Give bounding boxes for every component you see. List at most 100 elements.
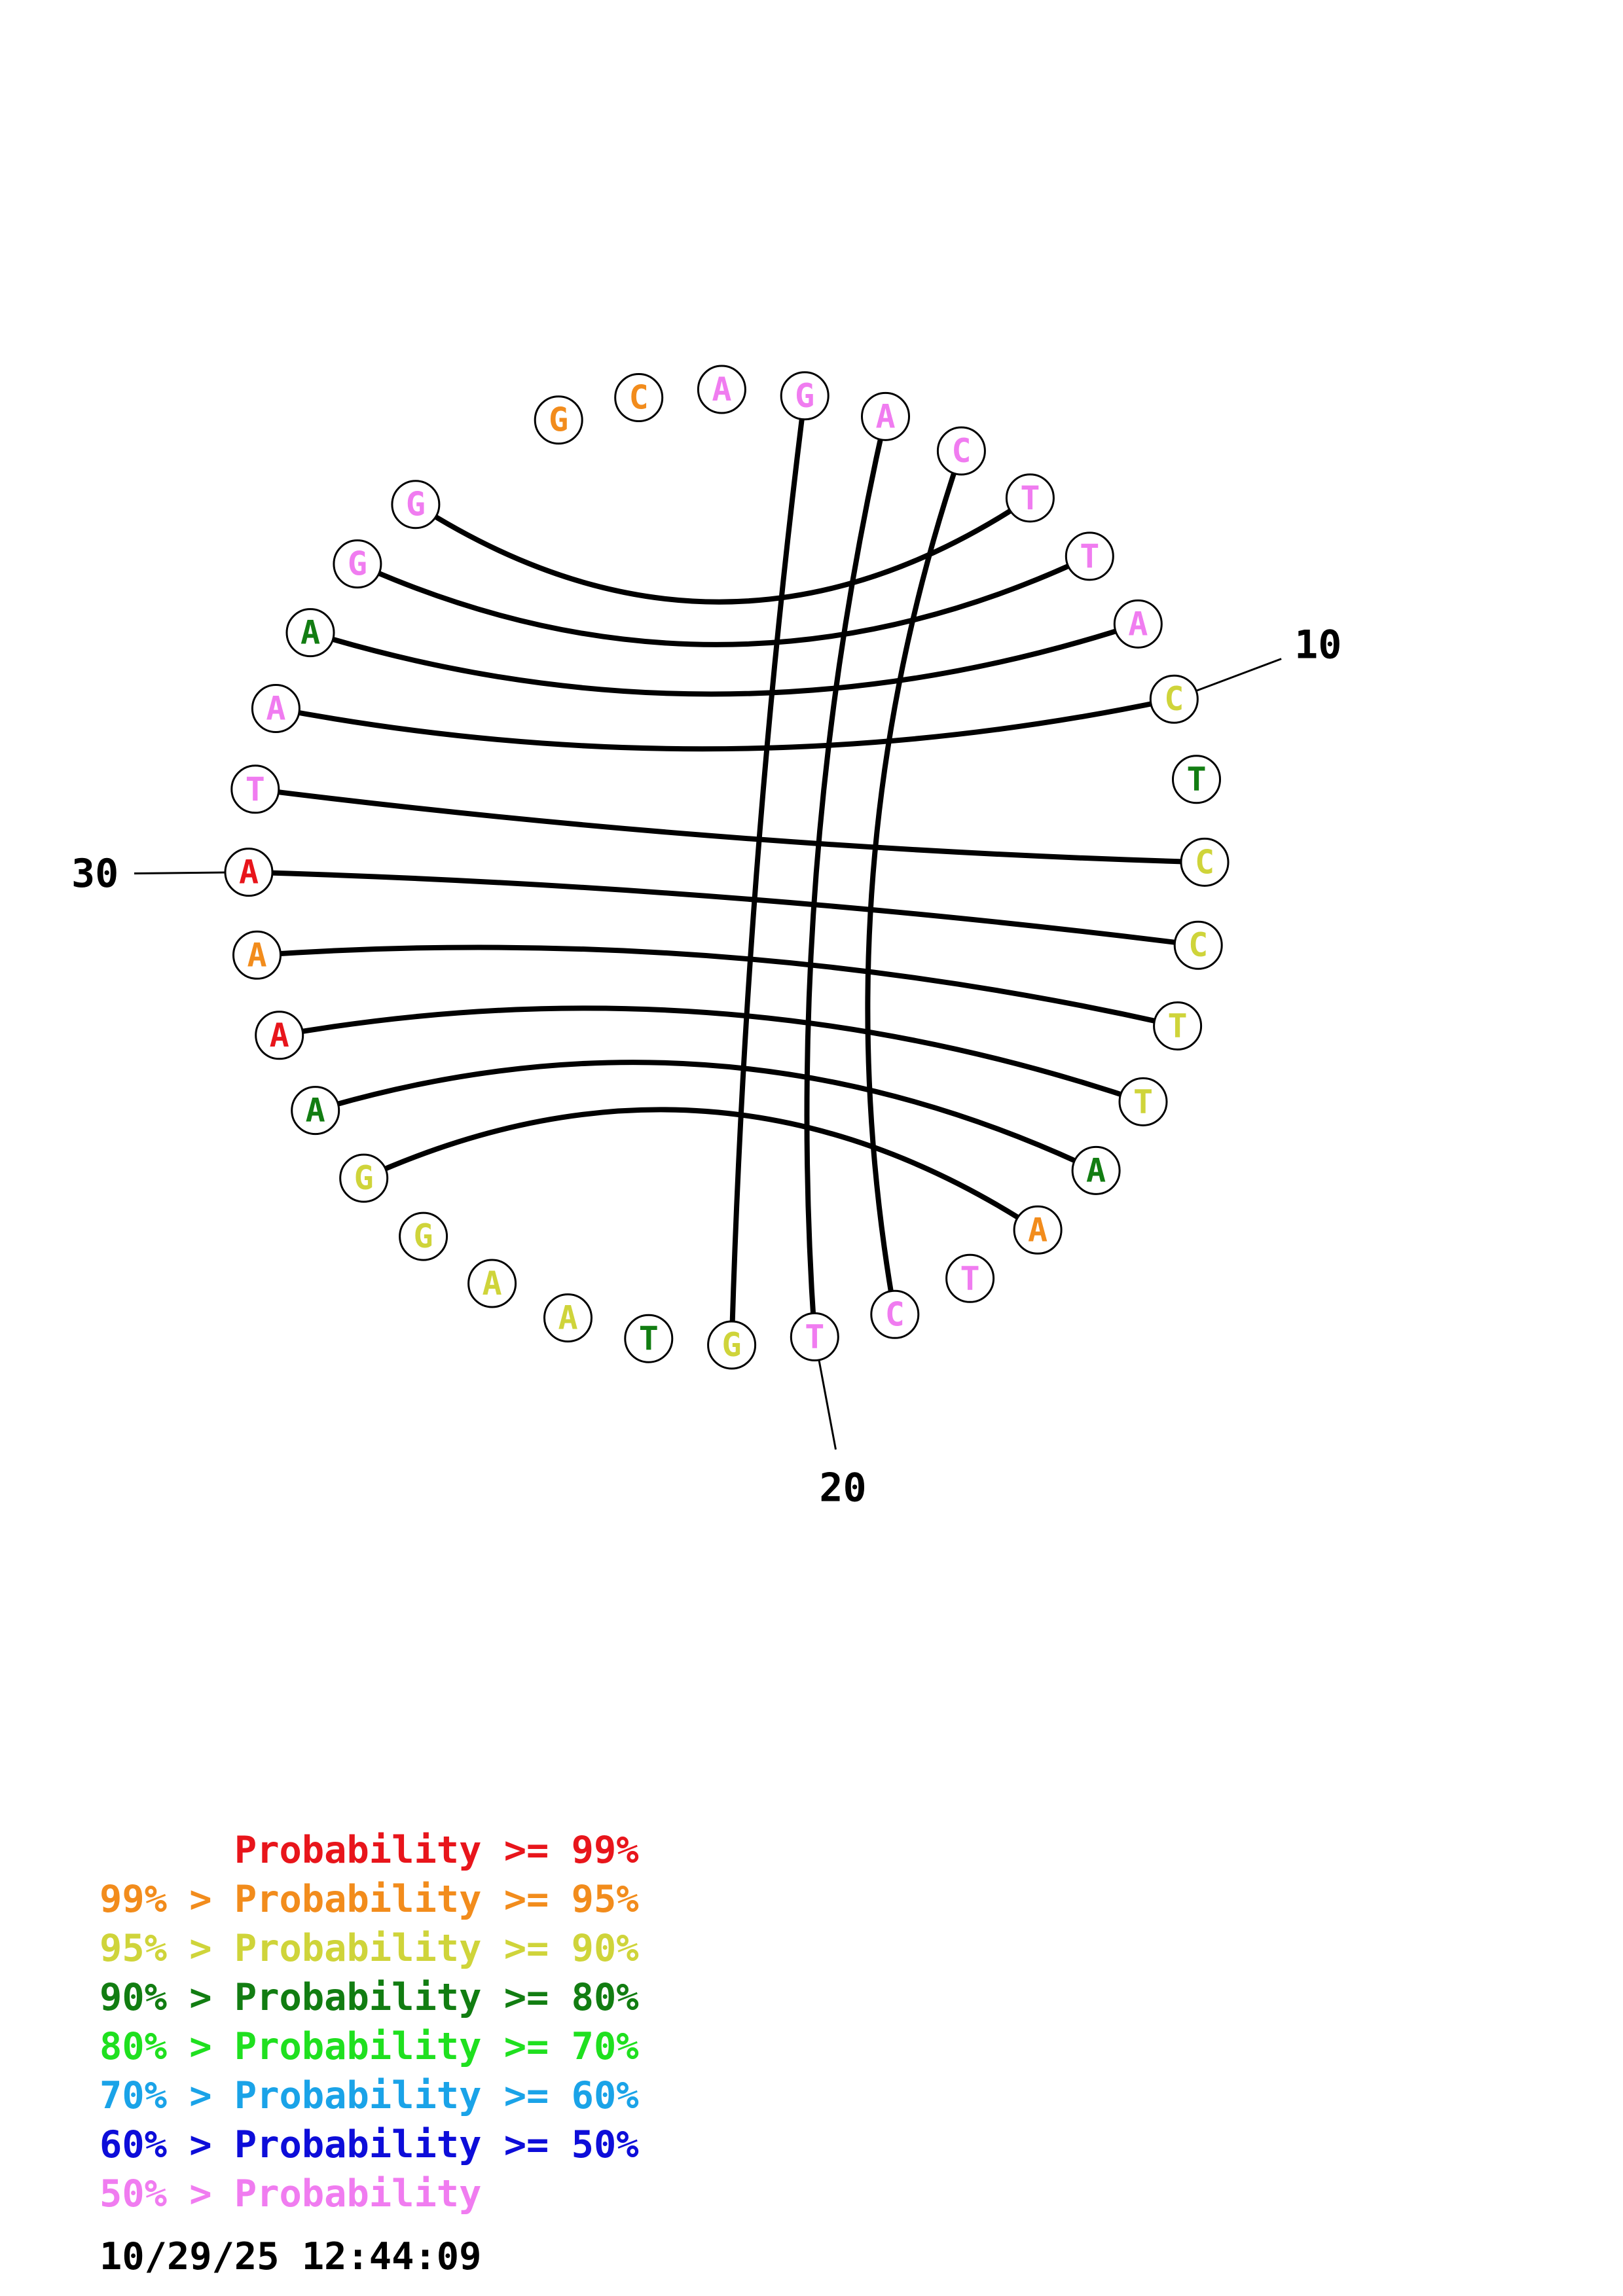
nucleotide: G bbox=[391, 480, 441, 529]
nucleotide-letter: C bbox=[951, 432, 971, 470]
base-pair-arc bbox=[412, 495, 1033, 605]
nucleotide-circle bbox=[790, 1312, 839, 1361]
nucleotide-letter: A bbox=[1028, 1211, 1048, 1249]
nucleotide: C bbox=[1173, 920, 1223, 970]
nucleotide-letter: G bbox=[414, 1217, 433, 1255]
nucleotide-circle bbox=[1118, 1077, 1168, 1126]
nucleotide: T bbox=[1172, 755, 1221, 804]
legend-label: Probability bbox=[234, 2123, 482, 2166]
base-pair-arc bbox=[804, 414, 888, 1340]
nucleotide-letter: C bbox=[1188, 926, 1208, 964]
nucleotide-letter: T bbox=[805, 1318, 824, 1356]
nucleotide: A bbox=[224, 848, 274, 897]
nucleotide-letter: A bbox=[239, 853, 259, 891]
nucleotide-circle bbox=[255, 1011, 304, 1060]
base-pair-arcs bbox=[246, 393, 1207, 1348]
position-label: 20 bbox=[819, 1465, 866, 1511]
base-pair-arc bbox=[354, 553, 1093, 647]
base-pair-arc bbox=[308, 621, 1141, 697]
position-tick-line bbox=[1195, 658, 1282, 692]
timestamp: 10/29/25 12:44:09 bbox=[100, 2235, 482, 2278]
nucleotide-letter: A bbox=[483, 1265, 502, 1302]
nucleotide-circle bbox=[230, 764, 280, 814]
nucleotide-letter: A bbox=[247, 936, 266, 974]
legend-prefix bbox=[100, 1829, 234, 1872]
legend-suffix: >= 90% bbox=[481, 1927, 639, 1970]
nucleotide: G bbox=[339, 1153, 389, 1203]
nucleotide-letter: T bbox=[639, 1319, 659, 1357]
nucleotide-circle bbox=[339, 1153, 389, 1203]
nucleotide-letter: T bbox=[1168, 1007, 1188, 1045]
legend-suffix: >= 80% bbox=[481, 1976, 639, 2019]
position-tick-line bbox=[818, 1359, 837, 1450]
nucleotide: A bbox=[232, 930, 282, 980]
nucleotide-circle bbox=[1153, 1001, 1203, 1050]
probability-legend: Probability >= 99% 99% > Probability >= 9… bbox=[100, 1826, 639, 2219]
nucleotide-circle bbox=[697, 365, 746, 414]
position-ticks: 10 20 30 bbox=[71, 622, 1341, 1511]
legend-prefix: 95% > bbox=[100, 1927, 234, 1970]
nucleotide: C bbox=[614, 373, 664, 422]
legend-prefix: 90% > bbox=[100, 1976, 234, 2019]
legend-label: Probability bbox=[234, 1976, 482, 2019]
legend-suffix: >= 50% bbox=[481, 2123, 639, 2166]
nucleotide-circle bbox=[936, 426, 986, 476]
nucleotide: C bbox=[936, 426, 986, 476]
nucleotide-circle bbox=[543, 1293, 593, 1343]
nucleotide-circle bbox=[467, 1259, 517, 1308]
legend-row: 50% > Probability bbox=[100, 2170, 639, 2219]
nucleotide: T bbox=[1065, 531, 1114, 581]
base-pair-arc bbox=[273, 696, 1177, 752]
nucleotide-letter: A bbox=[301, 614, 320, 652]
nucleotide: G bbox=[399, 1211, 448, 1261]
legend-prefix: 50% > bbox=[100, 2172, 234, 2215]
legend-label: Probability bbox=[234, 2172, 482, 2215]
base-pair-arc bbox=[254, 944, 1180, 1029]
nucleotide-letter: G bbox=[354, 1159, 374, 1197]
nucleotide-circle bbox=[232, 930, 282, 980]
nucleotide-circle bbox=[624, 1314, 674, 1363]
legend-row: 70% > Probability >= 60% bbox=[100, 2072, 639, 2121]
nucleotide-circle bbox=[291, 1086, 340, 1136]
legend-prefix: 80% > bbox=[100, 2025, 234, 2068]
nucleotide-circle bbox=[1180, 837, 1230, 887]
legend-label: Probability bbox=[234, 1829, 482, 1872]
position-label: 10 bbox=[1294, 622, 1341, 668]
nucleotide-circle bbox=[1005, 473, 1055, 523]
base-pair-arc bbox=[252, 786, 1207, 865]
nucleotide-letter: C bbox=[885, 1295, 905, 1333]
nucleotide-letter: C bbox=[629, 379, 649, 417]
nucleotide: C bbox=[870, 1289, 920, 1339]
base-pair-arc bbox=[361, 1107, 1041, 1233]
legend-prefix: 99% > bbox=[100, 1878, 234, 1921]
nucleotide-circle bbox=[870, 1289, 920, 1339]
nucleotide-circle bbox=[285, 608, 335, 658]
nucleotide-letter: T bbox=[1133, 1083, 1153, 1121]
nucleotide-circle bbox=[534, 395, 583, 445]
nucleotide-letter: G bbox=[549, 401, 568, 439]
nucleotide: G bbox=[534, 395, 583, 445]
base-pair-arc bbox=[865, 448, 964, 1318]
nucleotide: A bbox=[697, 365, 746, 414]
nucleotide: A bbox=[1013, 1205, 1063, 1255]
nucleotide-circle bbox=[251, 684, 301, 733]
nucleotide-letter: T bbox=[960, 1259, 980, 1297]
legend-row: 95% > Probability >= 90% bbox=[100, 1924, 639, 1973]
nucleotide: G bbox=[333, 539, 382, 589]
nucleotide-letter: T bbox=[246, 770, 265, 808]
nucleotide-circle bbox=[1172, 755, 1221, 804]
legend-label: Probability bbox=[234, 2074, 482, 2117]
legend-row: 99% > Probability >= 95% bbox=[100, 1875, 639, 1924]
nucleotide-letter: A bbox=[306, 1092, 325, 1130]
position-label: 30 bbox=[71, 851, 119, 897]
legend-row: Probability >= 99% bbox=[100, 1826, 639, 1875]
legend-row: 60% > Probability >= 50% bbox=[100, 2121, 639, 2170]
legend-prefix: 70% > bbox=[100, 2074, 234, 2117]
nucleotide: C bbox=[1149, 674, 1199, 724]
nucleotide-circle bbox=[707, 1320, 757, 1370]
nucleotide-letter: G bbox=[348, 545, 367, 583]
nucleotide: T bbox=[1118, 1077, 1168, 1126]
nucleotide-letter: T bbox=[1080, 537, 1099, 575]
nucleotide: G bbox=[707, 1320, 757, 1370]
base-pair-arc bbox=[729, 393, 808, 1348]
